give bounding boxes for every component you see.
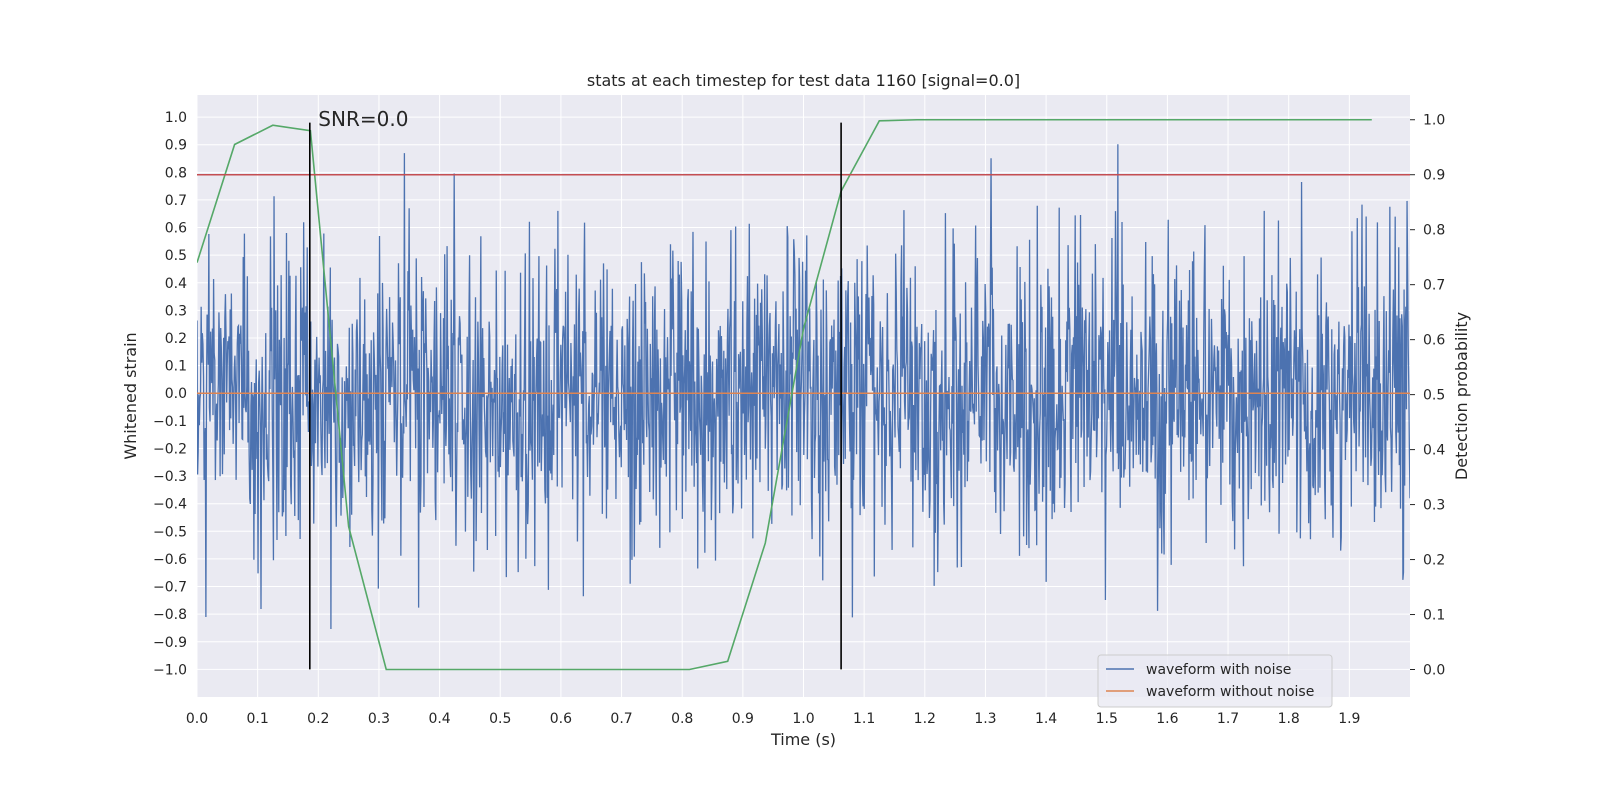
y-left-tick-label: 0.4 bbox=[165, 276, 187, 292]
x-tick-label: 1.3 bbox=[974, 711, 996, 727]
y-left-tick-label: 0.3 bbox=[165, 303, 187, 319]
x-tick-label: 1.5 bbox=[1096, 711, 1118, 727]
x-tick-label: 0.2 bbox=[307, 711, 329, 727]
y-axis-right-label: Detection probability bbox=[1452, 312, 1471, 480]
x-tick-label: 0.1 bbox=[247, 711, 269, 727]
x-tick-label: 1.7 bbox=[1217, 711, 1239, 727]
x-tick-label: 0.6 bbox=[550, 711, 572, 727]
y-right-tick-label: 0.9 bbox=[1423, 168, 1445, 184]
y-left-tick-label: −0.1 bbox=[153, 414, 187, 430]
x-tick-label: 0.4 bbox=[428, 711, 450, 727]
x-tick-label: 0.9 bbox=[732, 711, 754, 727]
y-left-tick-label: 0.5 bbox=[165, 248, 187, 264]
y-ticks-right: 1.0 0.9 0.8 0.7 0.6 0.5 0.4 0.3 0.2 0.1 0.0 bbox=[1410, 113, 1445, 679]
y-left-tick-label: 0.9 bbox=[165, 138, 187, 154]
x-tick-label: 1.8 bbox=[1278, 711, 1300, 727]
y-right-tick-label: 0.5 bbox=[1423, 388, 1445, 404]
y-right-tick-label: 0.6 bbox=[1423, 333, 1445, 349]
y-left-tick-label: 0.8 bbox=[165, 165, 187, 181]
y-right-tick-label: 0.4 bbox=[1423, 443, 1445, 459]
y-left-tick-label: −0.8 bbox=[153, 607, 187, 623]
y-right-tick-label: 0.3 bbox=[1423, 498, 1445, 514]
y-left-tick-label: 1.0 bbox=[165, 110, 187, 126]
legend-box bbox=[1097, 654, 1333, 708]
y-left-tick-label: 0.7 bbox=[165, 193, 187, 209]
x-tick-label: 1.2 bbox=[914, 711, 936, 727]
y-right-tick-label: 0.0 bbox=[1423, 663, 1445, 679]
series-detection-probability bbox=[197, 118, 1372, 671]
series-waveform-with-noise bbox=[197, 144, 1410, 630]
series-layer bbox=[197, 118, 1410, 671]
y-axis-left-label: Whitened strain bbox=[121, 332, 140, 459]
x-tick-label: 1.4 bbox=[1035, 711, 1057, 727]
y-left-tick-label: 0.0 bbox=[165, 386, 187, 402]
legend-entry-waveform-with-noise: waveform with noise bbox=[1146, 662, 1291, 678]
x-tick-label: 0.0 bbox=[186, 711, 208, 727]
y-right-tick-label: 1.0 bbox=[1423, 113, 1445, 129]
y-left-tick-label: −1.0 bbox=[153, 662, 187, 678]
x-tick-label: 0.5 bbox=[489, 711, 511, 727]
vertical-lines bbox=[309, 122, 842, 670]
legend-entry-waveform-without-noise: waveform without noise bbox=[1146, 684, 1314, 700]
y-left-tick-label: −0.6 bbox=[153, 552, 187, 568]
y-left-tick-label: 0.2 bbox=[165, 331, 187, 347]
y-left-tick-label: 0.1 bbox=[165, 359, 187, 375]
y-left-tick-label: −0.4 bbox=[153, 497, 187, 513]
y-right-tick-label: 0.8 bbox=[1423, 223, 1445, 239]
y-left-tick-label: −0.3 bbox=[153, 469, 187, 485]
chart-title: stats at each timestep for test data 116… bbox=[587, 71, 1020, 90]
y-ticks-left: 1.0 0.9 0.8 0.7 0.6 0.5 0.4 0.3 0.2 0.1 0.0 −0.1 −0.… bbox=[153, 110, 187, 678]
y-right-tick-label: 0.2 bbox=[1423, 553, 1445, 569]
x-tick-label: 0.7 bbox=[610, 711, 632, 727]
y-left-tick-label: 0.6 bbox=[165, 221, 187, 237]
snr-annotation: SNR=0.0 bbox=[318, 107, 408, 131]
y-right-tick-label: 0.7 bbox=[1423, 278, 1445, 294]
x-axis-label: Time (s) bbox=[770, 730, 836, 749]
y-left-tick-label: −0.5 bbox=[153, 524, 187, 540]
x-tick-label: 1.0 bbox=[792, 711, 814, 727]
x-ticks: 0.0 0.1 0.2 0.3 0.4 0.5 0.6 0.7 0.8 0.9 1.0 1.1 1.2 1… bbox=[186, 711, 1361, 727]
x-tick-label: 0.3 bbox=[368, 711, 390, 727]
x-tick-label: 1.9 bbox=[1338, 711, 1360, 727]
x-tick-label: 1.6 bbox=[1156, 711, 1178, 727]
y-right-tick-label: 0.1 bbox=[1423, 608, 1445, 624]
y-left-tick-label: −0.2 bbox=[153, 441, 187, 457]
x-tick-label: 0.8 bbox=[671, 711, 693, 727]
legend: waveform with noise waveform without noi… bbox=[1097, 654, 1333, 708]
x-tick-label: 1.1 bbox=[853, 711, 875, 727]
y-left-tick-label: −0.9 bbox=[153, 635, 187, 651]
y-left-tick-label: −0.7 bbox=[153, 580, 187, 596]
